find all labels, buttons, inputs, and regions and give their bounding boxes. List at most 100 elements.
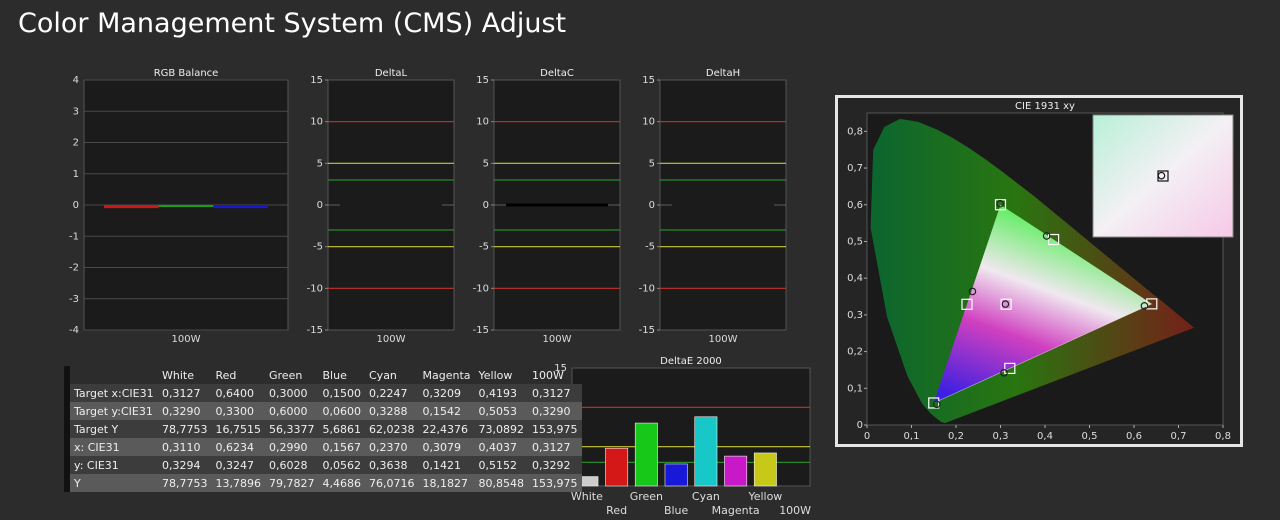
delta-h-chart: DeltaH 15 10 5 0 -5 -10 -15 100W: [639, 68, 787, 345]
table-cell: 0,3079: [422, 440, 462, 454]
table-column-header: Red: [215, 368, 237, 382]
table-row: Target x:CIE31 0,3127 0,6400 0,3000 0,1500 0,…: [64, 384, 582, 402]
x-category-label: 100W: [709, 334, 738, 345]
y-tick-label: 5: [649, 158, 655, 169]
table-cell: 0,1542: [422, 404, 462, 418]
y-tick-label: 5: [561, 442, 567, 453]
y-tick-label: 10: [476, 117, 489, 128]
table-cell: 0,3209: [422, 386, 462, 400]
table-cell: 0,0562: [322, 458, 362, 472]
table-cell: 79,7827: [269, 476, 315, 490]
x-tick-label: 0,1: [904, 431, 920, 442]
table-cell: 0,3000: [269, 386, 308, 400]
y-tick-label: -10: [307, 283, 323, 294]
bar-blue: [664, 463, 688, 487]
y-tick-label: 10: [554, 402, 567, 413]
table-row: Y 78,7753 13,7896 79,7827 4,4686 76,0716 18,18…: [64, 474, 582, 492]
table-row-marker: [64, 384, 70, 402]
table-row-marker: [64, 456, 70, 474]
white-point-zoom-inset: [1092, 114, 1234, 238]
table-row-label: y: CIE31: [74, 458, 119, 472]
table-cell: 76,0716: [369, 476, 415, 490]
x-tick-label: 0,2: [948, 431, 964, 442]
table-cell: 13,7896: [215, 476, 262, 490]
table-cell: 0,6000: [269, 404, 308, 418]
table-cell: 0,6028: [269, 458, 308, 472]
table-cell: 22,4376: [422, 422, 469, 436]
chart-title: DeltaC: [540, 68, 574, 79]
x-tick-label: 0,7: [1171, 431, 1187, 442]
table-cell: 0,3292: [532, 458, 571, 472]
y-tick-label: 0: [483, 200, 489, 211]
bar-r: [104, 205, 159, 209]
table-row-marker: [64, 402, 70, 420]
x-category-label: 100W: [172, 334, 201, 345]
target-marker-blue: [928, 397, 940, 409]
table-corner-cell: [70, 366, 158, 384]
table-cell: 0,2990: [269, 440, 308, 454]
value-bar: [506, 203, 608, 207]
table-cell: 153,975: [532, 422, 578, 436]
x-category-label: Green: [630, 490, 663, 503]
table-column-header: Green: [269, 368, 303, 382]
table-cell: 153,975: [532, 476, 578, 490]
y-tick-label: 15: [642, 75, 655, 86]
table-cell: 0,3247: [215, 458, 255, 472]
chart-title: DeltaH: [706, 68, 740, 79]
gamut-triangle: [933, 204, 1152, 403]
chart-title: DeltaE 2000: [660, 356, 722, 367]
y-tick-label: 0,5: [847, 236, 863, 247]
table-row-marker: [64, 438, 70, 456]
table-cell: 5,6861: [322, 422, 362, 436]
table-row-label: Y: [74, 476, 81, 490]
measured-marker-cyan: [968, 287, 977, 296]
table-row-marker: [64, 420, 70, 438]
x-tick-label: 0,8: [1215, 431, 1231, 442]
x-category-label: Magenta: [712, 504, 760, 517]
table-column-header: Yellow: [478, 368, 513, 382]
table-cell: 0,3290: [162, 404, 201, 418]
y-tick-label: -1: [69, 231, 79, 242]
table-row: y: CIE31 0,3294 0,3247 0,6028 0,0562 0,3638 0,…: [64, 456, 582, 474]
x-tick-label: 0,6: [1126, 431, 1142, 442]
table-cell: 0,3127: [532, 440, 571, 454]
bar-green: [634, 422, 658, 487]
y-tick-label: 0: [561, 481, 567, 492]
target-marker-yellow: [1047, 233, 1060, 246]
table-row-label: x: CIE31: [74, 440, 120, 454]
table-cell: 0,3638: [369, 458, 408, 472]
x-category-label: 100W: [543, 334, 572, 345]
table-cell: 78,7753: [162, 476, 208, 490]
table-cell: 0,5152: [478, 458, 518, 472]
table-cell: 0,3127: [532, 386, 571, 400]
measured-marker-red: [1140, 302, 1149, 310]
table-row-label: Target y:CIE31: [74, 404, 153, 418]
inset-measured-marker: [1157, 171, 1166, 180]
table-cell: 0,5053: [478, 404, 518, 418]
measured-marker-yellow: [1042, 232, 1051, 240]
chart-title: DeltaL: [375, 68, 408, 79]
y-tick-label: 0,6: [847, 200, 863, 211]
x-category-label: Cyan: [692, 490, 720, 503]
table-cell: 0,2247: [369, 386, 408, 400]
y-tick-label: 15: [554, 363, 567, 374]
bar-b: [213, 205, 268, 209]
bar-cyan: [694, 416, 718, 487]
table-row-marker: [64, 366, 70, 384]
rgb-balance-chart: RGB Balance 4 3 2 1 0 -1 -2 -3 -4 100W: [69, 68, 289, 345]
table-column-header: White: [162, 368, 194, 382]
table-cell: 78,7753: [162, 422, 208, 436]
table-cell: 4,4686: [322, 476, 362, 490]
table-cell: 0,2370: [369, 440, 408, 454]
measured-marker-white: [1001, 300, 1010, 308]
x-category-label: Yellow: [747, 490, 782, 503]
y-tick-label: 0: [857, 420, 863, 431]
x-category-label: Blue: [664, 504, 689, 517]
table-column-header: Blue: [322, 368, 347, 382]
gamut-edge: [933, 303, 1152, 404]
y-tick-label: 10: [642, 117, 655, 128]
y-tick-label: 5: [317, 158, 323, 169]
table-header-row: White Red Green Blue Cyan Magenta Yellow 100W: [64, 366, 582, 384]
table-column-header: Cyan: [369, 368, 397, 382]
value-bar: [340, 203, 442, 207]
